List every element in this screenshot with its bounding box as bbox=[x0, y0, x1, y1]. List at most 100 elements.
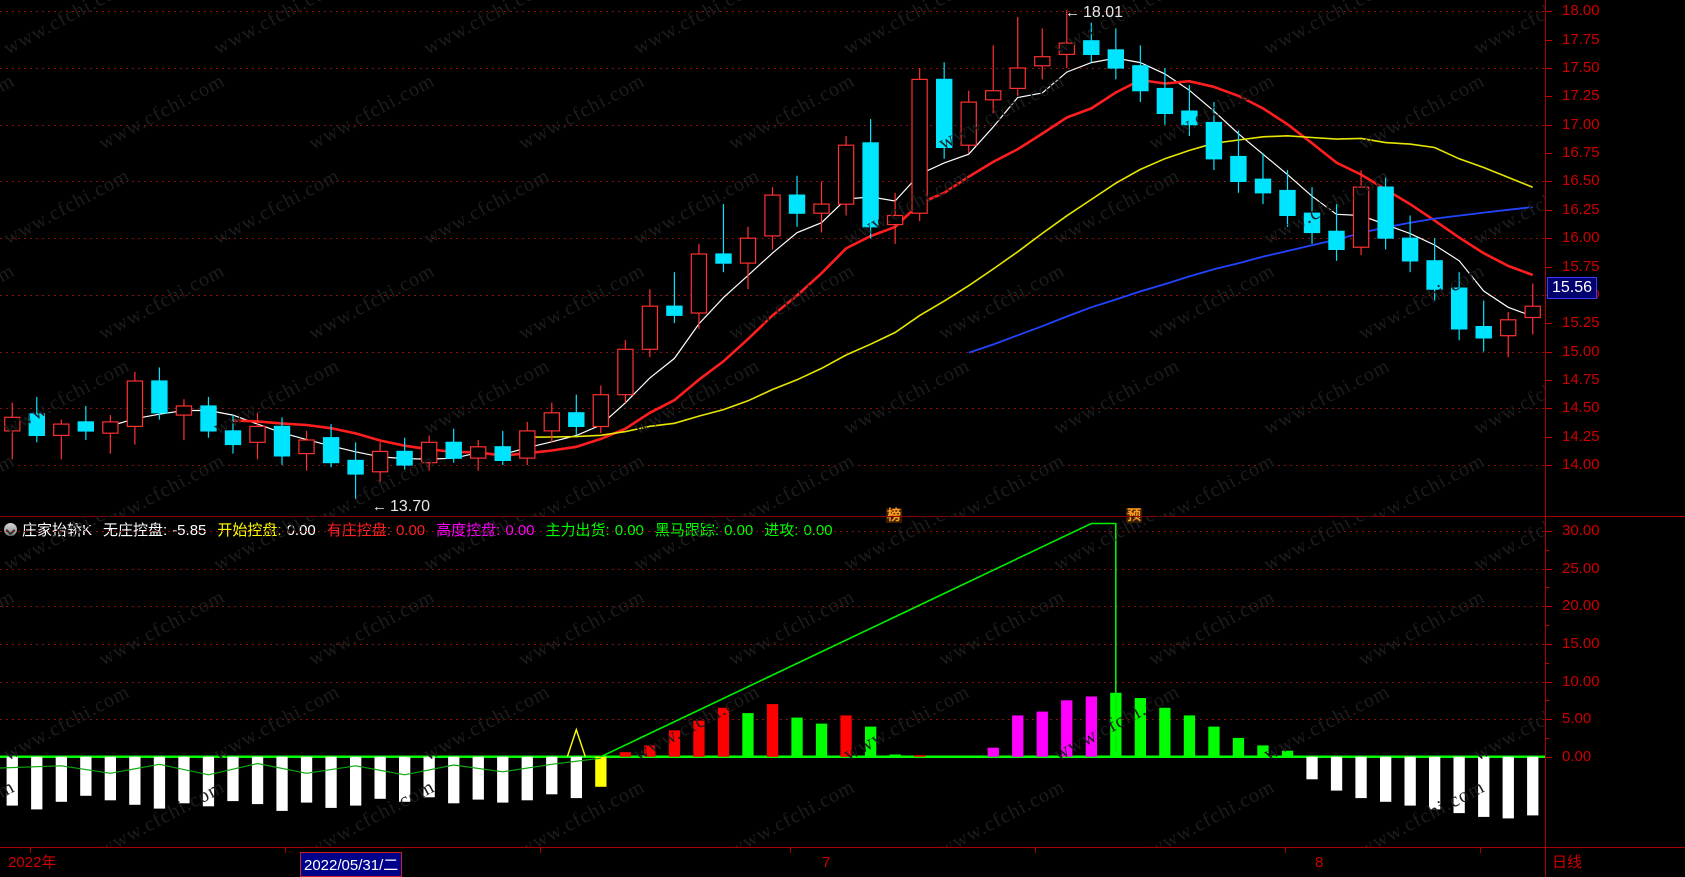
collapse-pane-icon[interactable] bbox=[4, 523, 17, 536]
candle[interactable] bbox=[886, 192, 904, 244]
candle[interactable] bbox=[568, 394, 585, 436]
candle[interactable] bbox=[1034, 28, 1051, 80]
indicator-item[interactable]: 进攻: 0.00 bbox=[764, 519, 832, 540]
indicator-histogram-bar[interactable] bbox=[840, 715, 852, 757]
indicator-histogram-bar[interactable] bbox=[595, 756, 607, 787]
candle[interactable] bbox=[1303, 187, 1321, 244]
indicator-histogram-bar[interactable] bbox=[791, 717, 803, 757]
candle[interactable] bbox=[1132, 45, 1149, 103]
indicator-histogram-bar[interactable] bbox=[889, 754, 901, 757]
candle[interactable] bbox=[175, 399, 193, 441]
candle[interactable] bbox=[102, 415, 119, 454]
indicator-histogram-bar[interactable] bbox=[693, 720, 705, 757]
indicator-histogram-bar[interactable] bbox=[1478, 756, 1490, 817]
candle[interactable] bbox=[617, 340, 634, 403]
indicator-histogram-bar[interactable] bbox=[104, 756, 116, 801]
candle[interactable] bbox=[396, 437, 413, 470]
candle[interactable] bbox=[126, 371, 144, 445]
indicator-histogram-bar[interactable] bbox=[815, 723, 828, 757]
indicator-histogram-bar[interactable] bbox=[914, 755, 926, 757]
indicator-histogram-bar[interactable] bbox=[1281, 750, 1294, 757]
indicator-histogram-bar[interactable] bbox=[1502, 756, 1514, 819]
candle[interactable] bbox=[1328, 204, 1345, 261]
candle[interactable] bbox=[690, 243, 708, 329]
indicator-histogram-bar[interactable] bbox=[1306, 756, 1318, 780]
indicator-histogram-bar[interactable] bbox=[399, 756, 411, 802]
indicator-histogram-bar[interactable] bbox=[448, 756, 460, 804]
candle[interactable] bbox=[960, 90, 977, 154]
candle[interactable] bbox=[151, 367, 168, 420]
candle[interactable] bbox=[224, 415, 242, 454]
candle[interactable] bbox=[4, 402, 21, 460]
indicator-histogram-bar[interactable] bbox=[963, 755, 975, 757]
candle[interactable] bbox=[1181, 85, 1198, 137]
indicator-histogram-bar[interactable] bbox=[1527, 756, 1539, 816]
indicator-histogram-bar[interactable] bbox=[178, 756, 190, 804]
candle[interactable] bbox=[1426, 238, 1443, 301]
indicator-histogram-bar[interactable] bbox=[55, 756, 67, 802]
candle[interactable] bbox=[371, 442, 389, 482]
indicator-item[interactable]: 主力出货: 0.00 bbox=[546, 519, 644, 540]
indicator-histogram-bar[interactable] bbox=[1061, 700, 1073, 757]
indicator-histogram-bar[interactable] bbox=[1134, 698, 1146, 757]
indicator-item[interactable]: 开始控盘: 0.00 bbox=[217, 519, 315, 540]
indicator-histogram-bar[interactable] bbox=[1257, 745, 1269, 757]
indicator-y-axis[interactable]: 30.00 25.00 20.00 15.00 10.00 5.00 0.00 bbox=[1545, 516, 1685, 847]
indicator-histogram-bar[interactable] bbox=[546, 756, 558, 795]
indicator-item[interactable]: 无庄控盘: -5.85 bbox=[103, 519, 206, 540]
candle[interactable] bbox=[788, 175, 806, 227]
candle[interactable] bbox=[28, 396, 46, 443]
indicator-histogram-bar[interactable] bbox=[300, 756, 313, 803]
indicator-histogram-bar[interactable] bbox=[6, 756, 18, 806]
candle[interactable] bbox=[1107, 28, 1124, 80]
indicator-histogram-bar[interactable] bbox=[31, 756, 43, 810]
indicator-histogram-bar[interactable] bbox=[938, 756, 950, 757]
indicator-histogram-bar[interactable] bbox=[423, 756, 435, 798]
indicator-histogram-bar[interactable] bbox=[350, 756, 362, 806]
indicator-histogram-bar[interactable] bbox=[1404, 756, 1416, 806]
indicator-histogram-bar[interactable] bbox=[497, 756, 509, 803]
indicator-histogram-bar[interactable] bbox=[1453, 756, 1465, 814]
candle[interactable] bbox=[1377, 175, 1394, 250]
indicator-histogram-bar[interactable] bbox=[1355, 756, 1367, 799]
indicator-histogram-bar[interactable] bbox=[1012, 715, 1024, 757]
candle[interactable] bbox=[837, 136, 855, 216]
candle[interactable] bbox=[543, 402, 561, 443]
candle[interactable] bbox=[1450, 272, 1468, 341]
candle[interactable] bbox=[298, 430, 315, 471]
indicator-histogram-bar[interactable] bbox=[1159, 707, 1171, 757]
indicator-histogram-bar[interactable] bbox=[153, 756, 166, 809]
indicator-histogram-bar[interactable] bbox=[374, 756, 386, 799]
indicator-histogram-bar[interactable] bbox=[1183, 715, 1196, 757]
candle[interactable] bbox=[53, 419, 70, 460]
candle[interactable] bbox=[273, 417, 291, 465]
candle[interactable] bbox=[1230, 130, 1247, 193]
candle[interactable] bbox=[470, 440, 487, 471]
candle[interactable] bbox=[715, 204, 732, 273]
indicator-histogram-bar[interactable] bbox=[644, 745, 656, 757]
indicator-histogram-bar[interactable] bbox=[129, 756, 141, 805]
indicator-histogram-bar[interactable] bbox=[202, 756, 215, 807]
candle[interactable] bbox=[862, 119, 879, 239]
candle[interactable] bbox=[641, 289, 659, 358]
candle[interactable] bbox=[935, 62, 953, 159]
candle[interactable] bbox=[764, 187, 781, 250]
indicator-histogram-bar[interactable] bbox=[276, 756, 288, 811]
date-axis[interactable]: 2022年 7 8 2022/05/31/二 日线 bbox=[0, 847, 1685, 877]
candle[interactable] bbox=[911, 68, 928, 222]
candle[interactable] bbox=[1254, 153, 1272, 205]
indicator-histogram-bar[interactable] bbox=[668, 730, 681, 757]
indicator-histogram-bar[interactable] bbox=[472, 756, 484, 800]
indicator-histogram-bar[interactable] bbox=[80, 756, 92, 796]
candle[interactable] bbox=[519, 421, 536, 465]
indicator-histogram-bar[interactable] bbox=[1208, 726, 1220, 757]
candle[interactable] bbox=[984, 45, 1002, 114]
indicator-histogram-bar[interactable] bbox=[619, 752, 631, 757]
indicator-histogram-bar[interactable] bbox=[1232, 737, 1245, 757]
candle[interactable] bbox=[494, 430, 511, 465]
candle[interactable] bbox=[249, 412, 266, 460]
candle[interactable] bbox=[347, 442, 364, 499]
indicator-item[interactable]: 黑马跟踪: 0.00 bbox=[655, 519, 753, 540]
candle[interactable] bbox=[1009, 17, 1026, 97]
indicator-item[interactable]: 有庄控盘: 0.00 bbox=[327, 519, 425, 540]
